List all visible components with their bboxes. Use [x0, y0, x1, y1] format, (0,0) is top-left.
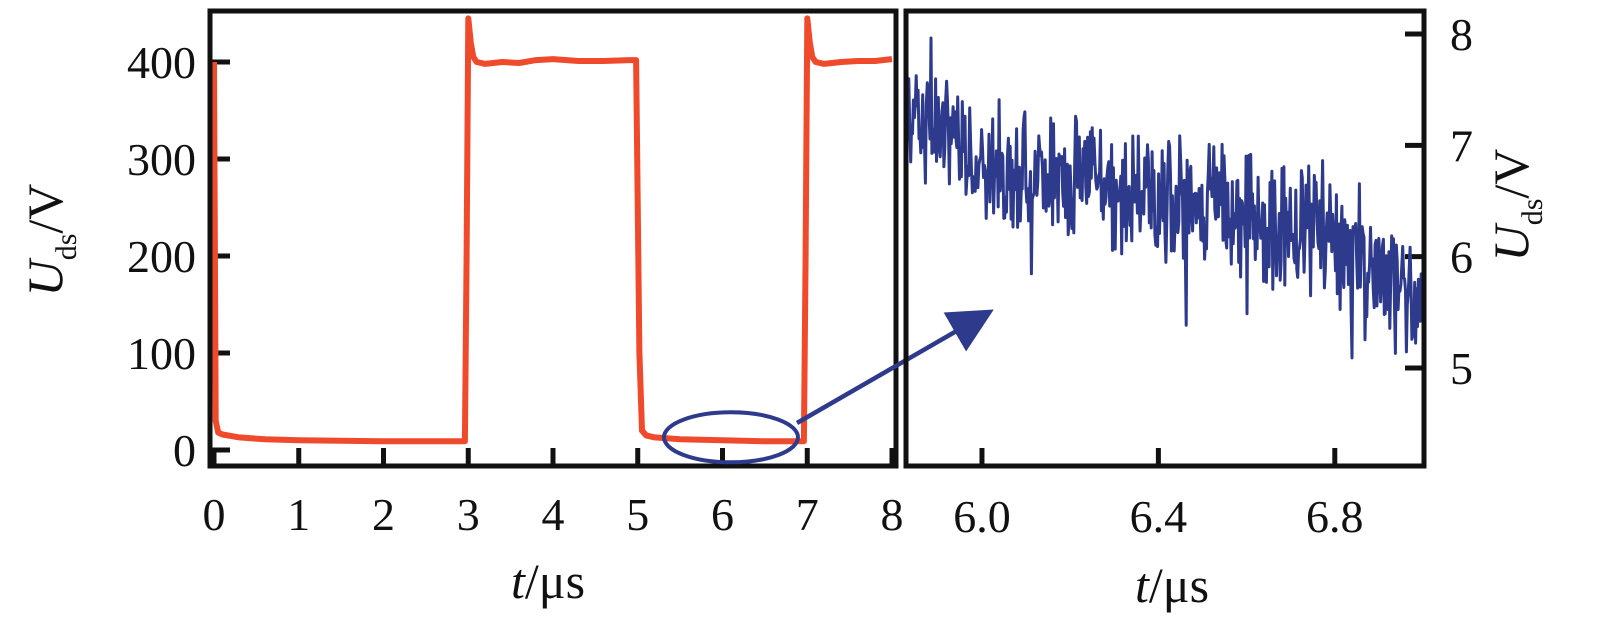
left-y-axis-label: Uds/V [17, 184, 83, 297]
left-panel: 0 1 2 3 4 5 6 7 8 0 100 200 300 400 t/μs Uds/V [17, 8, 904, 609]
right-y-tick-labels: 5 6 7 8 [1450, 9, 1473, 394]
right-plot-area [907, 36, 1423, 360]
right-y-tick-label: 6 [1450, 232, 1473, 283]
left-y-tick-label: 200 [127, 231, 196, 282]
right-y-tick-label: 7 [1450, 120, 1473, 171]
left-x-tick-label: 2 [372, 489, 395, 540]
zoom-arrow [795, 309, 994, 425]
right-y-tick-label: 8 [1450, 9, 1473, 60]
zoom-region-ellipse [661, 410, 800, 465]
right-y-tick-label: 5 [1450, 343, 1473, 394]
left-x-tick-label: 7 [796, 489, 819, 540]
left-x-tick-label: 4 [542, 489, 565, 540]
left-y-tick-label: 0 [173, 425, 196, 476]
left-x-tick-label: 6 [711, 489, 734, 540]
left-x-tick-labels: 0 1 2 3 4 5 6 7 8 [203, 489, 904, 540]
right-y-axis-label: Uds/V [1483, 149, 1549, 262]
right-panel: 6.0 6.4 6.8 5 6 7 8 t/μs Uds/V [903, 8, 1549, 613]
right-x-tick-label: 6.4 [1130, 491, 1188, 542]
left-grid [211, 59, 895, 465]
left-x-tick-label: 3 [457, 489, 480, 540]
left-x-tick-label: 0 [203, 489, 226, 540]
left-x-axis-label: t/μs [511, 553, 585, 609]
right-x-tick-label: 6.8 [1306, 491, 1364, 542]
left-plot-area [212, 15, 893, 445]
left-x-tick-label: 1 [287, 489, 310, 540]
right-plot-frame [903, 8, 1427, 469]
left-x-tick-label: 5 [626, 489, 649, 540]
right-series-line [907, 36, 1423, 360]
right-x-axis-label: t/μs [1135, 557, 1209, 613]
left-y-tick-label: 400 [127, 37, 196, 88]
left-y-tick-labels: 0 100 200 300 400 [127, 37, 196, 476]
left-plot-frame [207, 8, 899, 469]
right-x-tick-label: 6.0 [953, 491, 1011, 542]
right-x-tick-labels: 6.0 6.4 6.8 [953, 491, 1363, 542]
left-y-tick-label: 100 [127, 328, 196, 379]
right-grid [979, 31, 1423, 465]
left-y-tick-label: 300 [127, 134, 196, 185]
left-series-line [212, 15, 893, 445]
left-x-tick-label: 8 [881, 489, 904, 540]
